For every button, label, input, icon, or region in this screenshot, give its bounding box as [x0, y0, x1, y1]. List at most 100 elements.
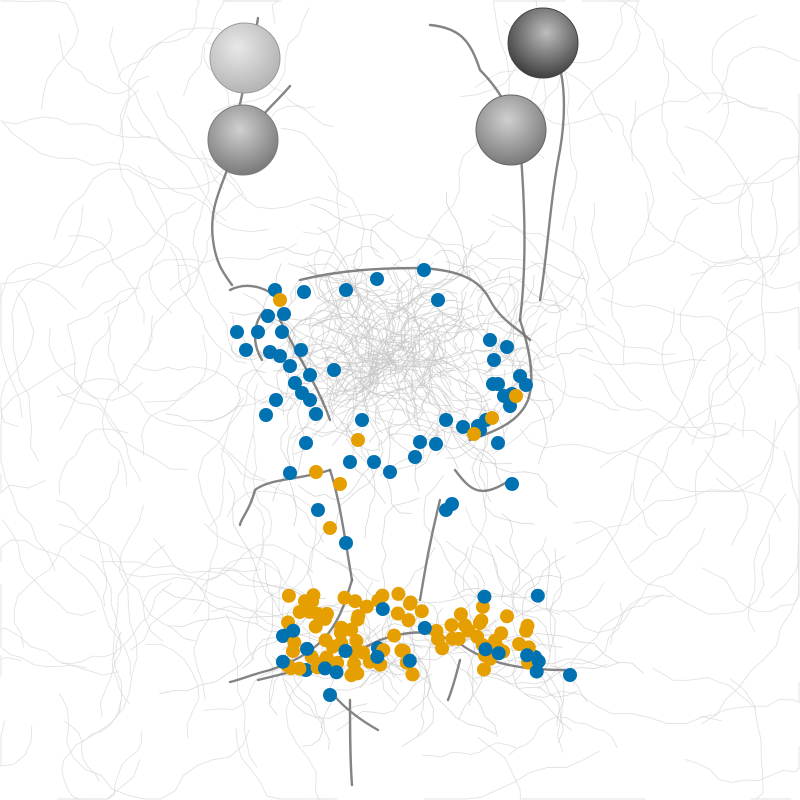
- neuropil-fiber: [404, 370, 421, 428]
- marker-orange: [287, 635, 302, 650]
- marker-orange: [351, 433, 365, 447]
- neuropil-fiber: [349, 287, 416, 367]
- somata: [207, 7, 579, 176]
- neuropil-fiber: [301, 309, 367, 338]
- neuropil-fiber: [400, 546, 436, 602]
- background-neurite: [691, 352, 754, 445]
- marker-blue: [283, 466, 297, 480]
- background-neurite: [672, 145, 800, 204]
- marker-orange: [347, 656, 361, 671]
- background-neurite: [592, 373, 736, 439]
- marker-blue: [402, 653, 417, 668]
- background-neurite: [146, 643, 200, 739]
- marker-orange: [467, 427, 481, 441]
- marker-blue: [283, 359, 297, 373]
- neuropil-fiber: [429, 383, 492, 403]
- marker-orange: [333, 477, 347, 491]
- background-neurite: [213, 7, 310, 113]
- neuropil-fiber: [395, 272, 410, 349]
- neuropil-fiber: [327, 396, 370, 432]
- marker-orange: [387, 628, 402, 643]
- background-neurite: [0, 720, 33, 767]
- background-neurite: [56, 377, 266, 481]
- marker-blue: [339, 536, 353, 550]
- background-neurite: [107, 316, 120, 393]
- neuropil-fiber: [372, 337, 411, 377]
- background-neurite: [465, 506, 560, 615]
- marker-blue: [477, 589, 492, 604]
- neuropil-fiber: [401, 341, 425, 398]
- background-neurite: [684, 746, 800, 784]
- background-neurite: [549, 481, 633, 753]
- neuropil-fiber: [284, 294, 362, 360]
- neuropil-fiber: [471, 431, 535, 525]
- marker-orange: [403, 596, 417, 611]
- marker-blue: [273, 349, 287, 363]
- background-neurite: [632, 422, 778, 536]
- neuropil-fiber: [382, 341, 426, 390]
- neuropil-fiber: [309, 295, 360, 368]
- marker-orange: [292, 605, 307, 619]
- neuropil-fiber: [522, 555, 566, 649]
- marker-orange: [458, 618, 472, 633]
- neuropil-fiber: [372, 356, 471, 397]
- neuropil-fiber: [443, 393, 503, 485]
- neuropil-fiber: [507, 300, 569, 324]
- neuropil-fiber: [419, 291, 467, 381]
- neuropil-fiber: [482, 262, 586, 287]
- marker-blue: [439, 413, 453, 427]
- background-neurite: [61, 582, 172, 664]
- background-neurite: [285, 678, 329, 800]
- neuropil-fiber: [502, 601, 550, 652]
- background-neurite: [118, 89, 192, 297]
- background-neurite: [59, 693, 250, 800]
- neuropil-fiber: [310, 363, 422, 408]
- marker-orange: [281, 588, 296, 603]
- neuropil-fiber: [432, 304, 522, 374]
- neuropil-fiber: [412, 234, 451, 301]
- background-neurite: [81, 505, 144, 743]
- neuropil-fiber: [331, 348, 400, 402]
- marker-blue: [288, 376, 302, 390]
- neuropil-fiber: [428, 344, 497, 370]
- background-neurite: [103, 243, 297, 315]
- neuropil-fiber: [284, 679, 323, 747]
- highlighted-neurite: [428, 23, 526, 322]
- neuropil-fiber: [377, 411, 410, 446]
- neuropil-fiber: [354, 334, 398, 369]
- neuropil-fiber: [305, 268, 409, 297]
- background-neurite: [572, 215, 588, 319]
- marker-blue: [339, 283, 353, 297]
- marker-blue: [230, 325, 244, 339]
- background-neurite: [208, 340, 288, 527]
- neuropil-fiber: [275, 319, 372, 392]
- marker-orange: [474, 613, 489, 628]
- neuropil-fiber: [490, 322, 548, 338]
- neuropil-fiber: [370, 214, 394, 259]
- background-neurite: [48, 327, 144, 401]
- neuropil-fiber: [415, 258, 452, 337]
- background-neurite: [11, 204, 84, 462]
- background-neurite: [130, 567, 262, 651]
- neuropil-fiber: [389, 364, 416, 402]
- highlighted-neurite: [453, 638, 567, 672]
- neuropil-fiber: [312, 325, 395, 362]
- neuropil-fiber: [359, 661, 395, 689]
- background-neurite: [0, 290, 35, 427]
- neuropil-fiber: [308, 299, 359, 355]
- background-neurite: [219, 447, 324, 543]
- marker-blue: [456, 420, 470, 434]
- background-neurite: [491, 270, 518, 355]
- marker-orange: [309, 465, 323, 479]
- neuropil-fiber: [159, 632, 287, 695]
- neuropil-fiber: [162, 589, 312, 619]
- neuropil-fiber: [471, 545, 505, 601]
- background-neurite: [280, 127, 341, 271]
- background-neurite: [0, 119, 269, 233]
- background-neurite: [691, 93, 800, 201]
- background-neurite: [297, 533, 380, 582]
- neuropil-fiber: [382, 314, 396, 351]
- background-neurite: [64, 720, 100, 782]
- background-neurite: [661, 38, 686, 176]
